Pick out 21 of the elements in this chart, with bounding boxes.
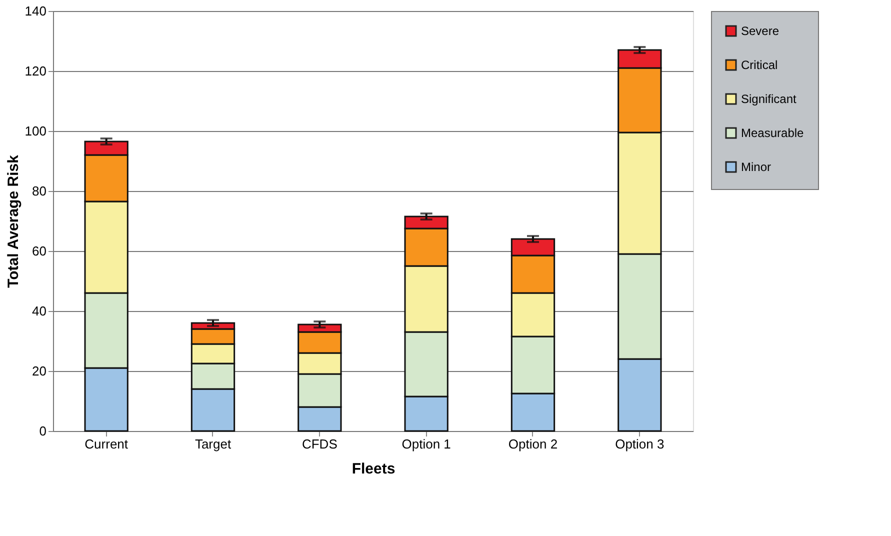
- legend-label: Significant: [741, 92, 798, 106]
- x-tick-label: Option 3: [615, 436, 664, 452]
- x-tick-label: Target: [194, 436, 232, 452]
- y-tick-label: 0: [39, 424, 46, 438]
- legend-label: Measurable: [741, 126, 804, 140]
- y-tick-label: 60: [32, 244, 46, 258]
- y-axis-title: Total Average Risk: [4, 154, 22, 288]
- y-tick-label: 100: [24, 124, 46, 138]
- y-tick-label: 80: [32, 184, 46, 198]
- x-tick-label: Option 1: [402, 436, 451, 452]
- y-tick-label: 120: [24, 64, 46, 78]
- x-axis-title: Fleets: [352, 460, 396, 478]
- legend-label: Severe: [741, 24, 780, 38]
- x-tick-label: Option 2: [508, 436, 558, 452]
- legend-label: Critical: [741, 58, 778, 72]
- y-tick-label: 140: [24, 4, 46, 18]
- y-tick-label: 20: [32, 364, 46, 378]
- y-tick-label: 40: [32, 304, 46, 318]
- legend-label: Minor: [741, 160, 772, 174]
- x-tick-label: Current: [84, 436, 128, 452]
- x-tick-label: CFDS: [302, 436, 338, 452]
